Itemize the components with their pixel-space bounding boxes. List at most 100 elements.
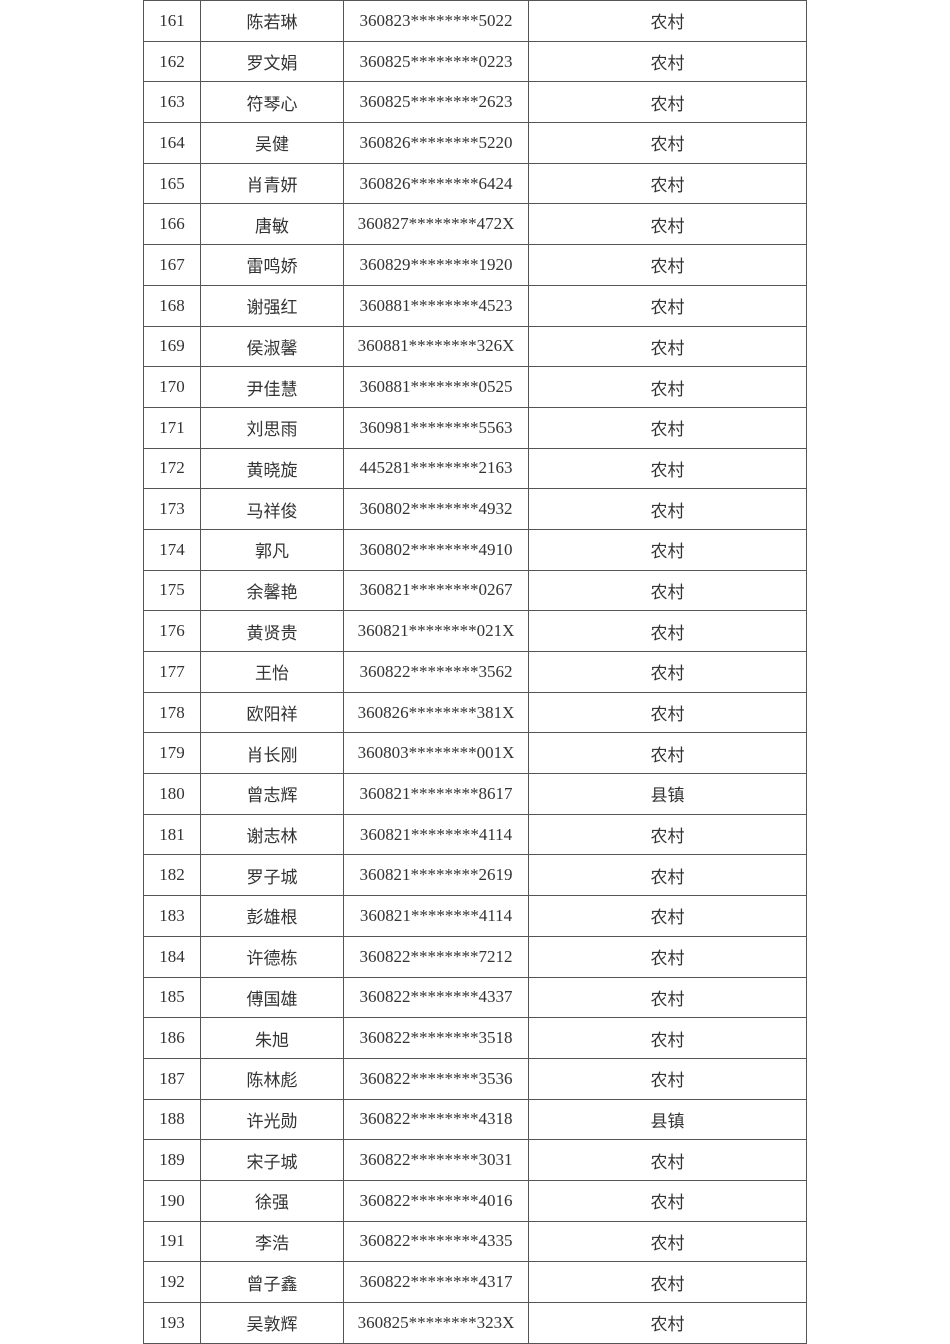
household-type-cell: 县镇 (528, 1098, 807, 1141)
id-number-cell: 360881********0525 (343, 366, 529, 408)
row-number-cell: 183 (143, 895, 201, 937)
name-cell: 雷鸣娇 (200, 244, 344, 286)
row-number-cell: 185 (143, 976, 201, 1019)
household-type-cell: 农村 (528, 610, 807, 652)
row-number-cell: 172 (143, 447, 201, 490)
household-type-cell: 农村 (528, 162, 807, 205)
name-cell: 马祥俊 (200, 488, 344, 530)
table-row: 178 欧阳祥 360826********381X 农村 (143, 691, 807, 734)
name-cell: 黄晓旋 (200, 447, 344, 490)
table-row: 162 罗文娟 360825********0223 农村 (143, 40, 807, 83)
table-row: 187 陈林彪 360822********3536 农村 (143, 1057, 807, 1100)
name-cell: 符琴心 (200, 81, 344, 124)
id-number-cell: 360822********4335 (343, 1220, 529, 1263)
table-row: 180 曾志辉 360821********8617 县镇 (143, 773, 807, 815)
id-number-cell: 360823********5022 (343, 0, 529, 42)
household-type-cell: 农村 (528, 447, 807, 490)
id-number-cell: 360821********021X (343, 610, 529, 652)
id-number-cell: 360822********4318 (343, 1098, 529, 1141)
household-type-cell: 农村 (528, 1261, 807, 1303)
row-number-cell: 165 (143, 162, 201, 205)
name-cell: 谢志林 (200, 813, 344, 856)
name-cell: 李浩 (200, 1220, 344, 1263)
id-number-cell: 360826********6424 (343, 162, 529, 205)
id-number-cell: 360822********4317 (343, 1261, 529, 1303)
household-type-cell: 农村 (528, 732, 807, 775)
row-number-cell: 178 (143, 691, 201, 734)
table-row: 186 朱旭 360822********3518 农村 (143, 1017, 807, 1059)
household-type-cell: 农村 (528, 81, 807, 124)
table-row: 189 宋子城 360822********3031 农村 (143, 1139, 807, 1181)
row-number-cell: 167 (143, 244, 201, 286)
name-cell: 傅国雄 (200, 976, 344, 1019)
id-number-cell: 360827********472X (343, 203, 529, 246)
table-row: 166 唐敏 360827********472X 农村 (143, 203, 807, 246)
table-row: 190 徐强 360822********4016 农村 (143, 1179, 807, 1222)
household-type-cell: 农村 (528, 0, 807, 42)
table-row: 191 李浩 360822********4335 农村 (143, 1220, 807, 1263)
household-type-cell: 农村 (528, 40, 807, 83)
table-row: 173 马祥俊 360802********4932 农村 (143, 488, 807, 530)
household-type-cell: 农村 (528, 203, 807, 246)
id-number-cell: 360803********001X (343, 732, 529, 775)
table-row: 175 余馨艳 360821********0267 农村 (143, 569, 807, 612)
row-number-cell: 168 (143, 284, 201, 327)
name-cell: 彭雄根 (200, 895, 344, 937)
name-cell: 肖青妍 (200, 162, 344, 205)
row-number-cell: 182 (143, 854, 201, 897)
name-cell: 吴健 (200, 122, 344, 164)
name-cell: 许光勋 (200, 1098, 344, 1141)
household-type-cell: 农村 (528, 1220, 807, 1263)
name-cell: 曾子鑫 (200, 1261, 344, 1303)
name-cell: 徐强 (200, 1179, 344, 1222)
row-number-cell: 174 (143, 528, 201, 571)
id-number-cell: 360821********4114 (343, 813, 529, 856)
row-number-cell: 177 (143, 651, 201, 693)
id-number-cell: 360821********2619 (343, 854, 529, 897)
row-number-cell: 166 (143, 203, 201, 246)
household-type-cell: 农村 (528, 284, 807, 327)
household-type-cell: 农村 (528, 406, 807, 449)
name-cell: 唐敏 (200, 203, 344, 246)
id-number-cell: 360822********4016 (343, 1179, 529, 1222)
row-number-cell: 187 (143, 1057, 201, 1100)
id-number-cell: 360822********3031 (343, 1139, 529, 1181)
table-row: 181 谢志林 360821********4114 农村 (143, 813, 807, 856)
id-number-cell: 360822********3562 (343, 651, 529, 693)
table-row: 171 刘思雨 360981********5563 农村 (143, 406, 807, 449)
id-number-cell: 360829********1920 (343, 244, 529, 286)
name-cell: 侯淑馨 (200, 325, 344, 368)
table-row: 176 黄贤贵 360821********021X 农村 (143, 610, 807, 652)
id-number-cell: 360822********7212 (343, 935, 529, 978)
row-number-cell: 189 (143, 1139, 201, 1181)
row-number-cell: 188 (143, 1098, 201, 1141)
id-number-cell: 360825********2623 (343, 81, 529, 124)
name-cell: 朱旭 (200, 1017, 344, 1059)
id-number-cell: 360821********0267 (343, 569, 529, 612)
table-row: 184 许德栋 360822********7212 农村 (143, 935, 807, 978)
household-type-cell: 农村 (528, 488, 807, 530)
table-row: 179 肖长刚 360803********001X 农村 (143, 732, 807, 775)
household-type-cell: 农村 (528, 854, 807, 897)
row-number-cell: 163 (143, 81, 201, 124)
table-row: 161 陈若琳 360823********5022 农村 (143, 0, 807, 42)
name-cell: 曾志辉 (200, 773, 344, 815)
table-row: 165 肖青妍 360826********6424 农村 (143, 162, 807, 205)
table-row: 174 郭凡 360802********4910 农村 (143, 528, 807, 571)
household-type-cell: 农村 (528, 122, 807, 164)
name-cell: 陈若琳 (200, 0, 344, 42)
row-number-cell: 184 (143, 935, 201, 978)
household-type-cell: 农村 (528, 366, 807, 408)
id-number-cell: 360825********0223 (343, 40, 529, 83)
row-number-cell: 190 (143, 1179, 201, 1222)
id-number-cell: 360826********381X (343, 691, 529, 734)
name-cell: 黄贤贵 (200, 610, 344, 652)
household-type-cell: 农村 (528, 1302, 807, 1344)
name-cell: 刘思雨 (200, 406, 344, 449)
household-type-cell: 县镇 (528, 773, 807, 815)
id-number-cell: 360802********4932 (343, 488, 529, 530)
row-number-cell: 170 (143, 366, 201, 408)
name-cell: 王怡 (200, 651, 344, 693)
row-number-cell: 176 (143, 610, 201, 652)
name-cell: 陈林彪 (200, 1057, 344, 1100)
